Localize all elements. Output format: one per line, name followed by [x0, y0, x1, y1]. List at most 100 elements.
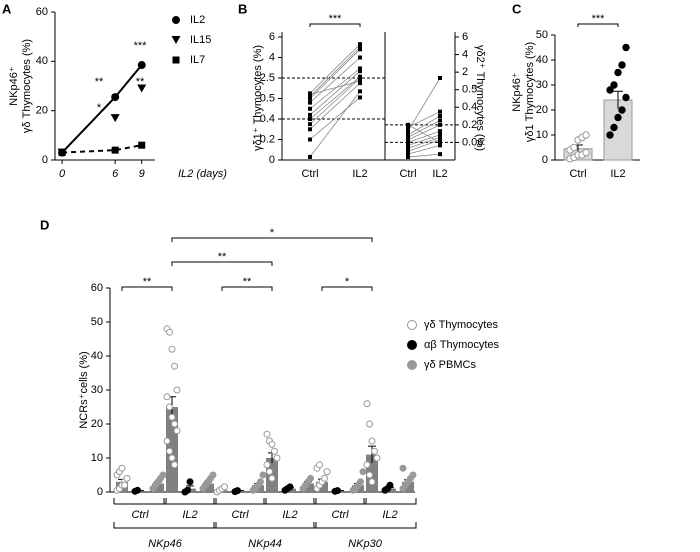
- y-axis-label: NKp46⁺: [511, 72, 523, 112]
- y-tick-label: 2.5: [260, 72, 275, 84]
- legend-label: IL15: [190, 34, 211, 46]
- point: [307, 474, 314, 482]
- point: [358, 42, 362, 47]
- y-axis-label: NCRs⁺cells (%): [78, 351, 90, 428]
- point: [610, 123, 618, 132]
- bracket: [221, 286, 273, 291]
- point: [308, 100, 312, 105]
- y-tick-label: 10: [91, 452, 103, 464]
- significance: ***: [592, 13, 606, 25]
- marker: [171, 36, 181, 44]
- pair-line: [309, 80, 361, 95]
- y-axis-label: γδ1⁺ Thymocytes (%): [252, 45, 264, 151]
- point: [582, 148, 590, 157]
- point: [570, 143, 578, 152]
- point: [168, 345, 176, 353]
- point: [363, 400, 371, 408]
- condition-label: IL2: [382, 509, 397, 521]
- significance: ***: [134, 40, 148, 52]
- point: [406, 129, 410, 134]
- point: [184, 486, 191, 494]
- y-tick-label: 6: [269, 31, 275, 43]
- legend-marker: [407, 340, 417, 350]
- pair-line: [309, 97, 361, 140]
- point: [323, 468, 331, 476]
- point: [406, 152, 410, 157]
- point: [438, 122, 442, 127]
- y-tick-label: 0.4: [462, 101, 477, 113]
- marker: [138, 141, 146, 149]
- panel-letter: A: [2, 1, 12, 16]
- pair-line: [407, 124, 441, 143]
- point: [359, 468, 367, 476]
- group-bracket: [213, 522, 317, 529]
- point: [171, 461, 178, 469]
- bar: [603, 99, 633, 161]
- bar: [152, 483, 164, 492]
- significance: **: [218, 251, 227, 263]
- point: [263, 461, 271, 469]
- point: [123, 474, 131, 482]
- point: [321, 474, 328, 482]
- x-tick-label: IL2: [432, 168, 447, 180]
- significance: **: [136, 76, 145, 88]
- point: [358, 81, 362, 86]
- x-tick-label: IL2: [610, 168, 625, 180]
- point: [268, 440, 276, 448]
- point: [268, 474, 276, 482]
- point: [159, 471, 167, 479]
- y-axis-label: γδ2⁺ Thymocytes (%): [474, 45, 486, 151]
- point: [271, 447, 278, 455]
- pair-line: [407, 77, 441, 132]
- point: [168, 413, 176, 421]
- point: [606, 131, 614, 139]
- point: [438, 129, 442, 134]
- y-tick-label: 0.2: [462, 119, 477, 131]
- point: [406, 149, 410, 154]
- legend-label: γδ PBMCs: [424, 359, 476, 371]
- bracket: [121, 286, 173, 291]
- legend-marker: [407, 320, 417, 330]
- point: [166, 447, 173, 455]
- condition-bracket: [163, 498, 217, 505]
- point: [358, 69, 362, 74]
- significance: *: [97, 102, 102, 114]
- point: [406, 137, 410, 142]
- point: [438, 140, 442, 145]
- point: [221, 483, 228, 491]
- legend-label: IL2: [190, 14, 205, 26]
- point: [386, 481, 394, 489]
- pair-line: [309, 91, 361, 158]
- panel-letter: C: [512, 1, 522, 16]
- pair-line: [309, 49, 361, 99]
- point: [308, 137, 312, 142]
- point: [366, 420, 373, 428]
- condition-bracket: [313, 498, 367, 505]
- point: [358, 47, 362, 52]
- y-tick-label: 20: [36, 105, 48, 117]
- point: [438, 76, 442, 80]
- y-tick-label: 40: [536, 54, 548, 66]
- point: [399, 464, 407, 472]
- condition-label: Ctrl: [331, 509, 349, 521]
- point: [409, 471, 417, 479]
- point: [263, 430, 271, 438]
- point: [622, 43, 630, 52]
- point: [209, 471, 217, 479]
- x-tick-label: IL2: [352, 168, 367, 180]
- y-tick-label: 0.06: [462, 136, 483, 148]
- x-tick-label: Ctrl: [301, 168, 318, 180]
- y-tick-label: 40: [91, 350, 103, 362]
- point: [610, 81, 618, 89]
- legend-marker: [407, 360, 417, 370]
- bracket: [321, 286, 373, 291]
- point: [266, 468, 273, 476]
- point: [308, 94, 312, 99]
- group-bracket: [113, 522, 217, 529]
- point: [173, 386, 181, 394]
- y-axis-label: γδ Thymocytes (%): [21, 39, 33, 133]
- y-tick-label: 30: [536, 79, 548, 91]
- pair-line: [309, 68, 361, 110]
- pair-line: [407, 134, 441, 146]
